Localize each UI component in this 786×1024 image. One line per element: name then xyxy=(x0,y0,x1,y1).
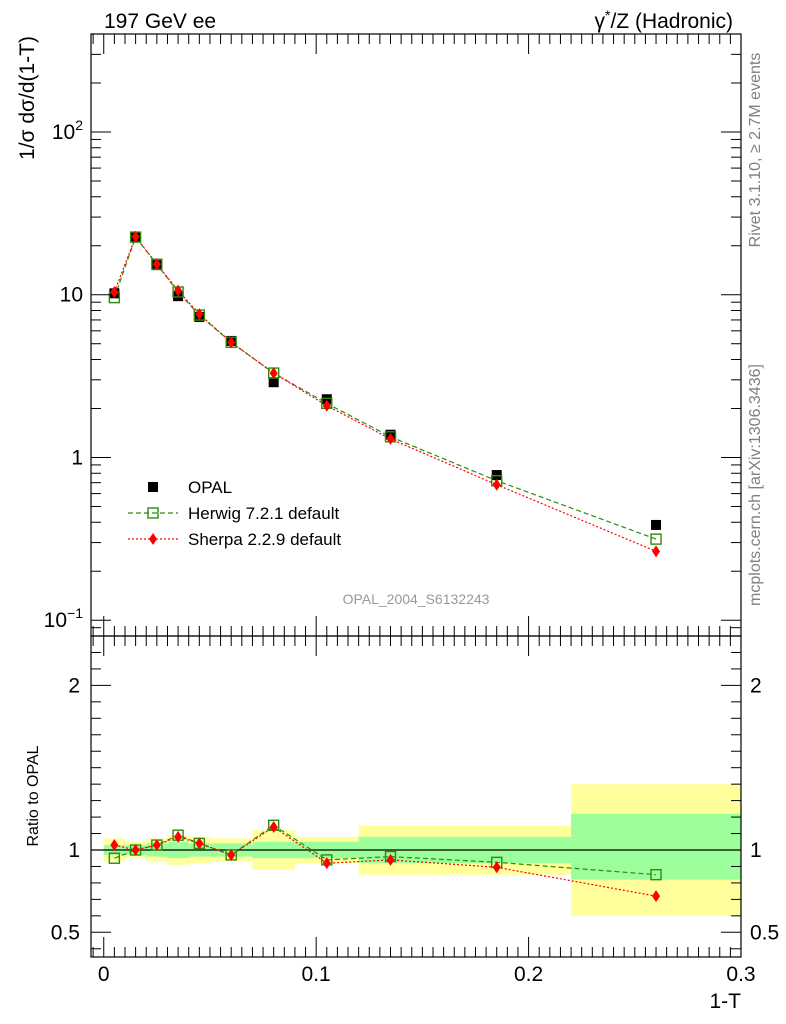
main-ytick-label-3: 102 xyxy=(52,117,83,144)
legend-marker-0 xyxy=(148,482,158,492)
ratio-point-s1-7 xyxy=(322,857,331,870)
legend-label-1: Herwig 7.2.1 default xyxy=(188,504,339,523)
main-point-s2-10 xyxy=(652,545,661,558)
ratio-ytick-label-left-1: 1 xyxy=(68,839,80,862)
main-point-s2-2 xyxy=(152,258,161,271)
x-tick-label-2: 0.2 xyxy=(514,963,543,986)
ratio-ytick-label-right-2: 2 xyxy=(750,674,762,697)
header-left: 197 GeV ee xyxy=(104,10,216,33)
ratio-ytick-label-left-2: 2 xyxy=(68,674,80,697)
ratio-panel: 0.5 0.5 1 1 2 2 0 0.1 0.2 0.3 Ratio to OPAL 1-T xyxy=(25,635,779,1013)
ratio-line-1 xyxy=(114,826,657,897)
main-panel: 10−1 1 10 102 1/σ dσ/d(1-T) OPAL_2004_S6132… xyxy=(16,33,742,637)
ratio-point-s1-1 xyxy=(131,844,140,856)
ratio-point-s1-0 xyxy=(110,839,119,852)
header-right: γ*/Z (Hadronic) xyxy=(595,7,733,33)
main-y-axis-label: 1/σ dσ/d(1-T) xyxy=(16,36,39,160)
legend-marker-1 xyxy=(147,507,159,519)
ratio-point-s0-0 xyxy=(108,852,121,864)
ratio-point-s1-2 xyxy=(152,839,161,852)
ratio-ytick-label-right-1: 1 xyxy=(750,839,762,862)
ratio-point-s1-10 xyxy=(652,890,661,903)
main-point-s2-1 xyxy=(131,230,140,243)
legend: OPAL Herwig 7.2.1 default Sherpa 2.2.9 def… xyxy=(128,478,341,549)
main-point-s0-10 xyxy=(651,519,662,530)
main-point-s0-7 xyxy=(321,394,332,405)
ratio-ytick-label-left-0: 0.5 xyxy=(51,921,80,944)
main-point-s2-6 xyxy=(269,367,278,380)
main-ytick-label-1: 1 xyxy=(71,446,83,469)
main-ytick-label-2: 10 xyxy=(60,284,83,307)
main-point-s2-0 xyxy=(110,285,119,298)
legend-marker-2 xyxy=(149,533,157,545)
main-point-s2-8 xyxy=(386,432,395,445)
ratio-point-s1-4 xyxy=(195,837,204,850)
ratio-plot-content xyxy=(91,784,741,916)
ratio-point-s1-8 xyxy=(386,853,395,866)
mcplots-label: mcplots.cern.ch [arXiv:1306.3436] xyxy=(747,364,764,606)
x-tick-label-1: 0.1 xyxy=(302,963,331,986)
analysis-label: OPAL_2004_S6132243 xyxy=(343,591,490,607)
rivet-label: Rivet 3.1.10, ≥ 2.7M events xyxy=(747,53,764,248)
main-point-s2-4 xyxy=(195,308,204,321)
ratio-point-s1-6 xyxy=(269,820,278,833)
main-y-axis: 10−1 1 10 102 xyxy=(44,33,741,637)
main-point-s2-3 xyxy=(174,284,183,297)
ratio-point-s1-9 xyxy=(492,861,501,874)
ratio-frame xyxy=(90,635,742,958)
ratio-y-axis-label: Ratio to OPAL xyxy=(25,745,42,846)
x-axis-label: 1-T xyxy=(710,990,742,1013)
ratio-y-axis: 0.5 0.5 1 1 2 2 xyxy=(51,635,779,950)
main-point-s0-6 xyxy=(268,377,279,388)
x-tick-label-0: 0 xyxy=(98,963,110,986)
ratio-band-inner-10 xyxy=(571,813,741,880)
legend-label-0: OPAL xyxy=(188,478,232,497)
main-point-s2-7 xyxy=(322,399,331,412)
ratio-point-s0-10 xyxy=(650,868,662,881)
ratio-x-axis: 0 0.1 0.2 0.3 xyxy=(92,636,756,986)
ratio-ytick-label-right-0: 0.5 xyxy=(750,921,779,944)
main-ytick-label-0: 10−1 xyxy=(44,605,84,632)
ratio-point-s1-5 xyxy=(227,848,236,861)
main-x-ticks xyxy=(92,34,742,636)
main-plot-content xyxy=(108,230,662,558)
ratio-point-s1-3 xyxy=(174,830,183,843)
x-tick-label-3: 0.3 xyxy=(726,963,755,986)
main-point-s1-10 xyxy=(650,533,662,545)
main-point-s2-5 xyxy=(227,336,236,349)
main-point-s2-9 xyxy=(492,478,501,491)
legend-label-2: Sherpa 2.2.9 default xyxy=(188,530,341,549)
